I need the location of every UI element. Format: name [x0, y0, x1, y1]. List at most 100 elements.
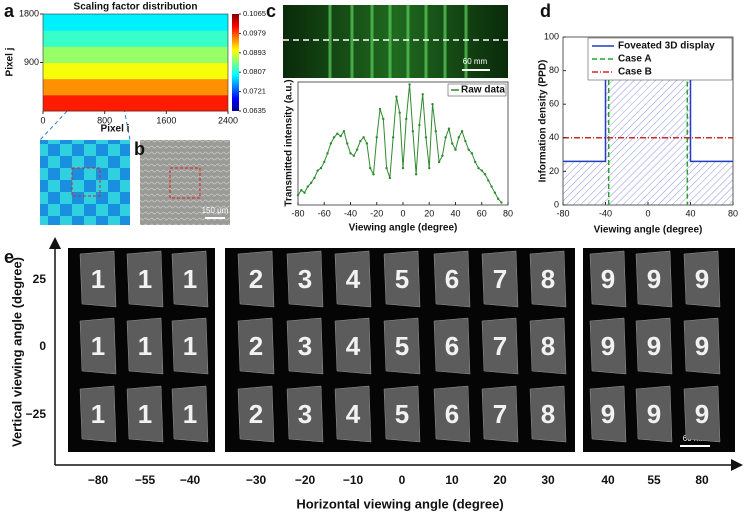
display-panel: [383, 250, 421, 308]
colorbar-label: 0.1065: [243, 9, 266, 18]
green-photo: 60 mm: [283, 5, 508, 78]
data-point: [477, 166, 480, 170]
y-axis-label: Transmitted intensity (a.u.): [284, 79, 295, 206]
display-panel: [237, 385, 275, 443]
display-panel: [171, 385, 209, 443]
display-panel: [79, 250, 117, 308]
legend-box: [447, 83, 507, 97]
display-digit: 9: [695, 399, 709, 429]
data-point: [336, 132, 339, 135]
display-digit: 8: [541, 331, 555, 361]
data-point: [388, 176, 392, 180]
data-point: [421, 93, 424, 96]
y-tick-label: 60: [549, 99, 559, 109]
y-tick-label: 0: [554, 199, 559, 209]
zoom-box: [71, 167, 101, 197]
x-tick-label: −80: [88, 473, 109, 487]
heat-band: [43, 46, 228, 63]
data-point: [382, 117, 385, 121]
display-panel: [481, 317, 519, 375]
panel-label: c: [266, 1, 276, 21]
data-point: [329, 142, 333, 145]
display-digit: 9: [601, 264, 615, 294]
display-digit: 2: [249, 399, 263, 429]
zoom-box: [169, 167, 201, 199]
display-panel: [589, 250, 627, 308]
data-point: [428, 166, 431, 170]
display-panel: [171, 317, 209, 375]
display-digit: 6: [445, 331, 459, 361]
data-point: [496, 197, 500, 201]
display-digit: 1: [138, 264, 152, 294]
heat-band: [43, 30, 228, 47]
x-tick-label: −30: [246, 473, 267, 487]
data-point: [339, 134, 342, 138]
legend-label: Raw data: [461, 85, 505, 96]
display-digit: 7: [493, 399, 507, 429]
display-digit: 1: [138, 331, 152, 361]
data-point: [391, 136, 395, 139]
y-tick-label: −25: [26, 407, 47, 421]
data-point: [365, 142, 369, 145]
scale-bar-label: 150 μm: [202, 206, 229, 215]
x-tick-label: 60: [477, 208, 487, 218]
x-tick-label: 0: [645, 208, 650, 218]
data-point: [434, 130, 438, 133]
display-panel: [635, 385, 673, 443]
display-panel: [433, 250, 471, 308]
x-tick-label: 0: [400, 208, 405, 218]
photo-bg: [283, 5, 508, 78]
display-panel: [683, 250, 721, 308]
data-point: [349, 152, 352, 155]
data-point: [375, 136, 378, 139]
y-axis-label: Information density (PPD): [538, 60, 549, 183]
display-digit: 4: [346, 264, 361, 294]
display-digit: 4: [346, 399, 361, 429]
colorbar-label: 0.0893: [243, 48, 266, 57]
x-tick-label: 2400: [218, 115, 238, 125]
display-digit: 5: [395, 331, 409, 361]
data-point: [306, 185, 310, 188]
display-digit: 1: [183, 399, 197, 429]
legend-label: Case B: [618, 67, 652, 78]
x-tick-label: -40: [344, 208, 357, 218]
display-panel: [334, 385, 372, 443]
display-digit: 9: [601, 399, 615, 429]
display-digit: 9: [695, 264, 709, 294]
display-digit: 2: [249, 264, 263, 294]
heat-band: [43, 14, 228, 31]
data-point: [359, 139, 362, 143]
fringes: [328, 5, 468, 78]
x-axis-label: Viewing angle (degree): [349, 223, 458, 234]
display-digit: 1: [183, 331, 197, 361]
panel-label: e: [4, 247, 14, 267]
data-point: [500, 201, 503, 204]
zoom-inset: [40, 140, 130, 225]
x-tick-label: −10: [343, 473, 364, 487]
x-tick-label: 40: [601, 473, 615, 487]
display-digit: 4: [346, 331, 361, 361]
display-panel: [589, 317, 627, 375]
display-panel: [683, 317, 721, 375]
x-axis-label: Pixel i: [101, 124, 130, 135]
x-axis-label: Viewing angle (degree): [594, 225, 703, 236]
data-point: [309, 181, 313, 185]
display-digit: 3: [298, 331, 312, 361]
x-tick-label: -80: [291, 208, 304, 218]
x-tick-label: 800: [97, 115, 112, 125]
data-point: [493, 191, 497, 194]
x-tick-label: 55: [647, 473, 661, 487]
data-point: [473, 160, 477, 164]
colorbar-label: 0.0979: [243, 28, 266, 37]
display-digit: 3: [298, 264, 312, 294]
y-tick-label: 900: [24, 57, 39, 67]
data-point: [303, 191, 306, 194]
display-panel: [334, 317, 372, 375]
data-point: [431, 102, 434, 106]
data-point: [464, 139, 467, 143]
display-digit: 9: [647, 399, 661, 429]
data-point: [405, 117, 408, 121]
display-panel: [237, 317, 275, 375]
x-tick-label: -80: [556, 208, 569, 218]
data-point: [362, 136, 365, 139]
